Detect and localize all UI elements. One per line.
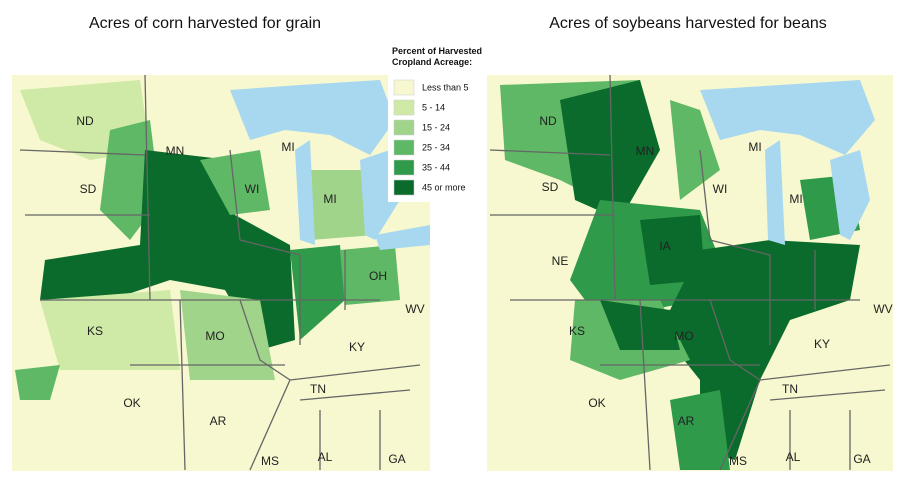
state-label: AL: [786, 450, 801, 464]
state-label: OK: [123, 396, 140, 410]
state-label: AR: [210, 414, 227, 428]
state-label: MI: [789, 192, 802, 206]
legend-label: 35 - 44: [422, 162, 450, 172]
state-label: KY: [814, 337, 830, 351]
legend-swatch: [393, 179, 415, 196]
state-label: MN: [636, 144, 655, 158]
legend-title: Cropland Acreage:: [392, 57, 472, 67]
legend-swatch: [393, 99, 415, 116]
state-label: SD: [542, 180, 559, 194]
soybean-map: [487, 75, 893, 471]
state-label: GA: [853, 452, 870, 466]
state-label: MI: [748, 140, 761, 154]
state-label: MO: [674, 329, 693, 343]
state-label: GA: [388, 452, 405, 466]
text-layer: Acres of corn harvested for grain Acres …: [76, 15, 892, 468]
legend-swatch: [393, 159, 415, 176]
state-label: ND: [76, 114, 94, 128]
state-label: SD: [80, 182, 97, 196]
state-label: AL: [318, 450, 333, 464]
state-label: MO: [205, 329, 224, 343]
legend-label: 45 or more: [422, 182, 466, 192]
state-label: WI: [245, 182, 260, 196]
state-label: KY: [349, 340, 365, 354]
legend-swatch: [393, 119, 415, 136]
corn-map: [12, 75, 430, 471]
legend-label: 5 - 14: [422, 102, 445, 112]
state-label: TN: [310, 382, 326, 396]
state-label: WV: [405, 302, 424, 316]
state-label: MN: [166, 144, 185, 158]
state-label: NE: [552, 254, 569, 268]
state-label: AR: [678, 414, 695, 428]
legend-swatch: [393, 139, 415, 156]
legend-label: 15 - 24: [422, 122, 450, 132]
map-title: Acres of soybeans harvested for beans: [549, 15, 827, 32]
state-label: OK: [588, 396, 605, 410]
state-label: MS: [261, 454, 279, 468]
legend-label: Less than 5: [422, 82, 469, 92]
state-label: OH: [369, 269, 387, 283]
state-label: MS: [729, 454, 747, 468]
legend-label: 25 - 34: [422, 142, 450, 152]
map-title: Acres of corn harvested for grain: [89, 15, 321, 32]
state-label: TN: [782, 382, 798, 396]
legend-swatch: [393, 79, 415, 96]
state-label: MI: [323, 192, 336, 206]
legend-title: Percent of Harvested: [392, 46, 482, 56]
state-label: KS: [569, 324, 585, 338]
state-label: MI: [281, 140, 294, 154]
state-label: ND: [539, 114, 557, 128]
state-label: KS: [87, 324, 103, 338]
state-label: IA: [659, 239, 670, 253]
state-label: WI: [713, 182, 728, 196]
state-label: WV: [873, 302, 892, 316]
